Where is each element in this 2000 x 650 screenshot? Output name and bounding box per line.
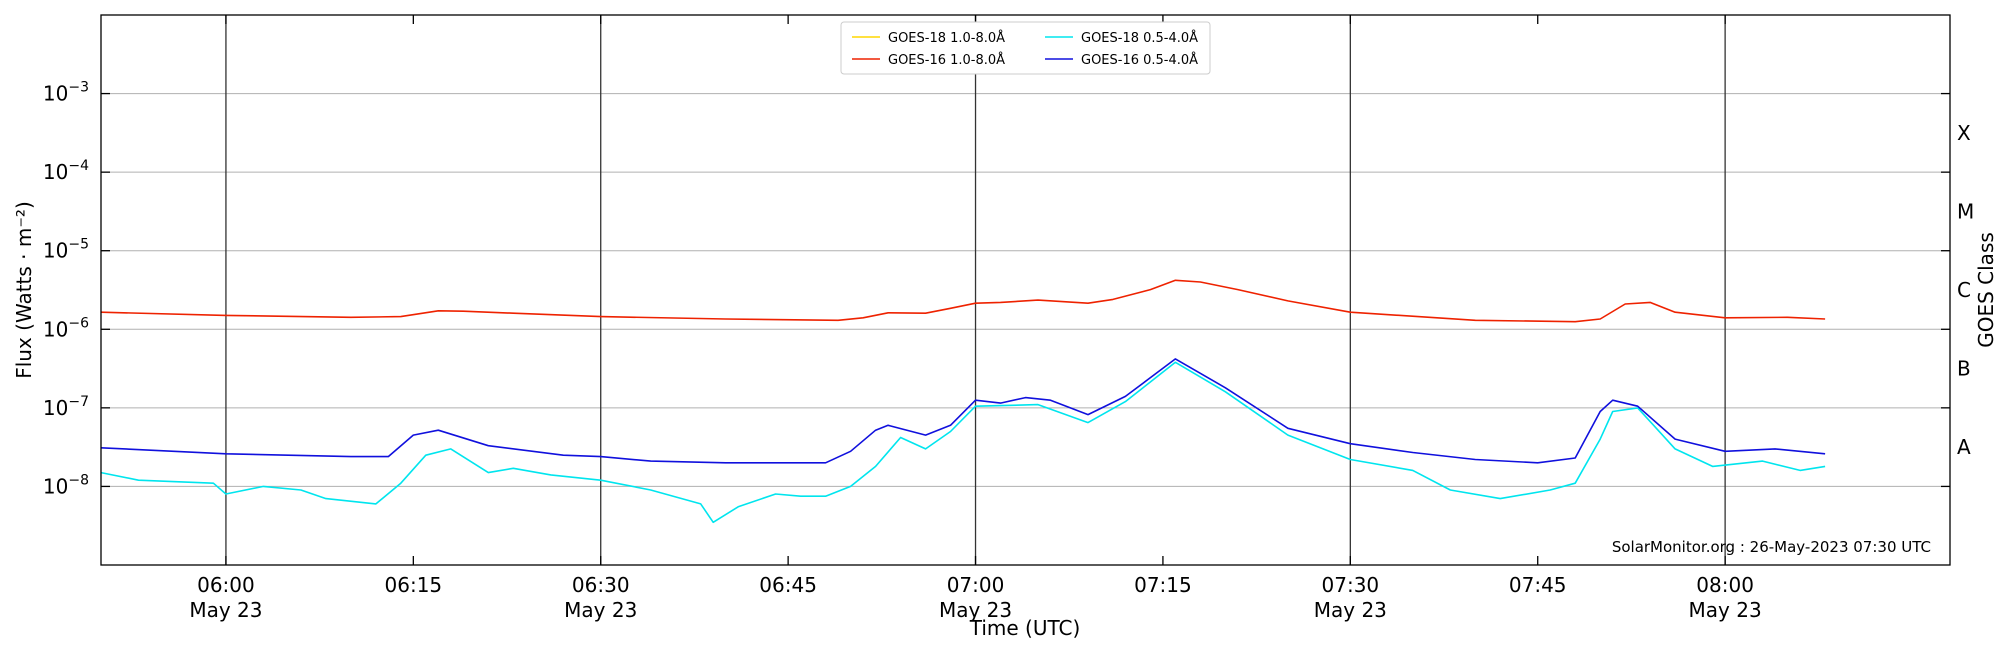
x-tick-date-label: May 23 [564,598,637,622]
legend-label: GOES-16 1.0-8.0Å [888,52,1005,68]
series-lines [100,279,1826,524]
x-tick-date-label: May 23 [1314,598,1387,622]
legend-label: GOES-18 1.0-8.0Å [888,30,1005,46]
y-tick-label: 10−5 [43,237,89,263]
legend: GOES-18 1.0-8.0Å GOES-16 1.0-8.0Å GOES-18 … [840,21,1211,75]
y-tick-base: 10 [43,82,68,106]
y-tick-exponent: −5 [68,237,89,253]
y-tick-base: 10 [43,160,68,184]
series-line-1 [100,279,1826,323]
x-tick-label: 07:00 [947,573,1005,597]
goes-class-label: X [1957,121,1971,145]
x-tick-label: 08:00 [1696,573,1754,597]
x-tick-label: 06:45 [759,573,817,597]
credit-text: SolarMonitor.org : 26-May-2023 07:30 UTC [1612,538,1931,556]
y-axis-title: Flux (Watts · m⁻²) [12,201,36,379]
y-tick-exponent: −6 [68,315,89,331]
x-axis-title: Time (UTC) [969,616,1081,640]
y-tick-base: 10 [43,317,68,341]
grid-lines [101,93,1950,487]
y-tick-labels: 10−810−710−610−510−410−3 [43,80,89,499]
x-tick-label: 06:00 [197,573,255,597]
x-tick-label: 07:30 [1322,573,1380,597]
y-tick-label: 10−4 [43,158,89,184]
axis-ticks [101,15,1950,565]
series-line-2 [100,361,1826,524]
y-tick-base: 10 [43,396,68,420]
goes-class-label: M [1957,199,1974,223]
y-tick-label: 10−6 [43,315,89,341]
y-tick-exponent: −8 [68,472,89,488]
y-tick-exponent: −7 [68,394,89,410]
plot-frame [100,14,1951,566]
goes-class-labels: A B C M X [1957,121,1974,459]
y-tick-exponent: −3 [68,80,89,96]
goes-class-axis-title: GOES Class [1974,232,1998,348]
x-tick-label: 07:45 [1509,573,1567,597]
legend-box [840,21,1211,75]
y-tick-exponent: −4 [68,158,89,174]
x-tick-label: 06:15 [385,573,443,597]
y-tick-label: 10−3 [43,80,89,106]
goes-class-label: B [1957,357,1971,381]
legend-label: GOES-18 0.5-4.0Å [1081,30,1198,46]
y-tick-label: 10−8 [43,472,89,498]
legend-label: GOES-16 0.5-4.0Å [1081,52,1198,68]
legend-entries: GOES-18 1.0-8.0Å GOES-16 1.0-8.0Å GOES-18 … [852,30,1198,68]
y-tick-base: 10 [43,474,68,498]
x-tick-date-label: May 23 [939,598,1012,622]
time-marker-lines [225,15,1726,565]
x-tick-label: 06:30 [572,573,630,597]
y-tick-label: 10−7 [43,394,89,420]
goes-class-label: C [1957,278,1971,302]
goes-class-label: A [1957,435,1971,459]
y-tick-base: 10 [43,239,68,263]
x-tick-date-label: May 23 [189,598,262,622]
series-line-3 [100,358,1826,464]
x-tick-date-label: May 23 [1689,598,1762,622]
x-tick-label: 07:15 [1134,573,1192,597]
